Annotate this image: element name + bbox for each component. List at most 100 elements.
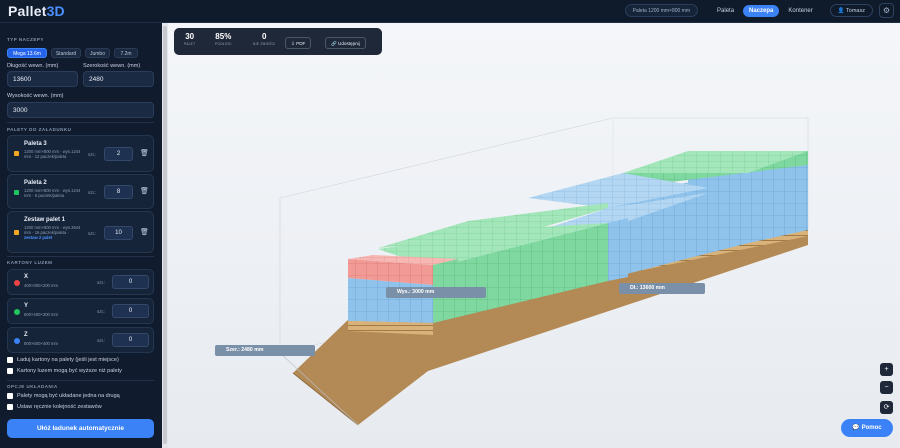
trash-icon[interactable]: 🗑: [140, 150, 149, 157]
section-options: OPCJE UKŁADANIA: [7, 384, 58, 389]
top-nav: Paleta 1200 mm×800 mm Paleta Naczepa Kon…: [624, 3, 894, 18]
chip-7m[interactable]: 7.2m: [114, 48, 138, 58]
carton-card: Z 800×600×400 mm szt.: 0: [7, 327, 154, 353]
pallet-desc: 1200 mm×800 mm · wys.1244 mm · 12 paczek…: [24, 149, 81, 160]
nav-container[interactable]: Kontener: [788, 7, 813, 14]
pallet-card: Paleta 2 1200 mm×800 mm · wys.1244 mm · …: [7, 174, 154, 209]
carton-desc: 600×400×300 mm: [24, 312, 58, 317]
trash-icon[interactable]: 🗑: [140, 188, 149, 195]
qty-label: szt.:: [88, 190, 97, 195]
stat-not-fit: 0 NIE ZMIEŚCI: [253, 32, 275, 46]
checkbox-label: Kartony luzem mogą być wyższe niż palety: [17, 368, 122, 374]
checkbox-load-cartons-on-pallets[interactable]: Ładuj kartony na palety (jeśli jest miej…: [7, 357, 119, 363]
carton-card: Y 600×400×300 mm szt.: 0: [7, 298, 154, 324]
chat-icon: 💬: [852, 425, 860, 431]
trailer-3d-scene[interactable]: [168, 23, 900, 448]
top-bar: Pallet3D Paleta 1200 mm×800 mm Paleta Na…: [0, 0, 900, 23]
length-input[interactable]: 13600: [7, 71, 78, 87]
pallet-qty-input[interactable]: 2: [104, 147, 133, 161]
pallet-desc-text: 1200 mm×800 mm · wys.3644 mm · 16 paczek…: [24, 225, 81, 236]
width-dimension-tag: Szer.: 2480 mm: [215, 345, 315, 356]
zoom-in-button[interactable]: +: [880, 363, 893, 376]
pallet-qty-input[interactable]: 8: [104, 185, 133, 199]
pallet-name: Paleta 3: [24, 141, 47, 147]
carton-name: X: [24, 274, 29, 280]
divider: [7, 122, 154, 123]
stat-value: 0: [261, 32, 267, 41]
pallet-desc: 1200 mm×800 mm · wys.1244 mm · 6 paczek/…: [24, 188, 81, 199]
qty-label: szt.:: [88, 231, 97, 236]
checkbox-label: Ustaw ręcznie kolejność zestawów: [17, 404, 102, 410]
carton-qty-input[interactable]: 0: [112, 275, 149, 289]
pallet-color-swatch: [14, 190, 19, 195]
pallet-color-swatch: [14, 230, 19, 235]
nav-pallet[interactable]: Paleta: [717, 7, 735, 14]
qty-label: szt.:: [88, 152, 97, 157]
checkbox-manual-order[interactable]: Ustaw ręcznie kolejność zestawów: [7, 404, 102, 410]
link-icon: 🔗: [331, 41, 337, 46]
share-button[interactable]: 🔗 Udostępnij: [325, 37, 366, 49]
height-input[interactable]: 3000: [7, 102, 154, 118]
chip-standard[interactable]: Standard: [51, 48, 81, 58]
checkbox-stack-pallets[interactable]: Palety mogą być układane jedna na drugą: [7, 393, 120, 399]
scrollbar-thumb[interactable]: [163, 26, 167, 444]
pdf-button[interactable]: ⇩ PDF: [285, 37, 312, 49]
divider: [7, 256, 154, 257]
stat-value: 85%: [215, 32, 232, 41]
height-label: Wysokość wewn. (mm): [7, 93, 64, 99]
pallet-name: Paleta 2: [24, 180, 47, 186]
download-icon: ⇩: [291, 41, 295, 46]
width-input[interactable]: 2480: [83, 71, 154, 87]
checkbox[interactable]: [7, 357, 13, 363]
pallet-color-swatch: [14, 151, 19, 156]
section-cartons: KARTONY LUZEM: [7, 260, 53, 265]
pallet-card: Paleta 3 1200 mm×800 mm · wys.1244 mm · …: [7, 135, 154, 172]
reset-view-button[interactable]: ⟳: [880, 401, 893, 414]
gear-icon[interactable]: ⚙: [879, 3, 894, 18]
trash-icon[interactable]: 🗑: [140, 229, 149, 236]
trailer-floor: [293, 235, 808, 425]
stat-floor-fill: 85% PODŁOGI: [215, 32, 232, 46]
pallet-name: Zestaw palet 1: [24, 217, 66, 223]
carton-qty-input[interactable]: 0: [112, 304, 149, 318]
stat-value: 30: [185, 32, 195, 41]
chip-jumbo[interactable]: Jumbo: [85, 48, 110, 58]
user-name: Tomasz: [846, 8, 865, 14]
stat-pallets: 30 PALET: [184, 32, 195, 46]
logo-accent: 3D: [46, 3, 65, 19]
checkbox[interactable]: [7, 404, 13, 410]
carton-desc: 800×600×400 mm: [24, 341, 58, 346]
nav-trailer[interactable]: Naczepa: [743, 4, 780, 17]
checkbox-label: Palety mogą być układane jedna na drugą: [17, 393, 120, 399]
share-label: Udostępnij: [338, 41, 360, 46]
logo-text: Pallet: [8, 3, 47, 19]
auto-arrange-button[interactable]: Ułóż ładunek automatycznie: [7, 419, 154, 438]
checkbox-cartons-higher[interactable]: Kartony luzem mogą być wyższe niż palety: [7, 368, 122, 374]
zoom-out-button[interactable]: −: [880, 381, 893, 394]
checkbox[interactable]: [7, 393, 13, 399]
carton-name: Z: [24, 332, 28, 338]
pallet-desc: 1200 mm×800 mm · wys.3644 mm · 16 paczek…: [24, 225, 82, 241]
divider: [7, 380, 154, 381]
help-button[interactable]: 💬 Pomoc: [841, 419, 893, 437]
pallet-set-link[interactable]: zestaw 2 palet: [24, 235, 53, 241]
stat-label: PALET: [184, 42, 196, 46]
checkbox[interactable]: [7, 368, 13, 374]
qty-label: szt.:: [97, 309, 106, 314]
carton-qty-input[interactable]: 0: [112, 333, 149, 347]
help-label: Pomoc: [861, 425, 882, 431]
user-button[interactable]: 👤 Tomasz: [829, 4, 873, 17]
pallet-size-pill: Paleta 1200 mm×800 mm: [624, 4, 699, 17]
3d-viewport[interactable]: 30 PALET 85% PODŁOGI 0 NIE ZMIEŚCI ⇩ PDF 🔗 …: [168, 23, 900, 448]
carton-color-dot: [14, 338, 20, 344]
length-dimension-tag: Dł.: 13600 mm: [619, 283, 705, 294]
pdf-label: PDF: [296, 41, 306, 46]
chip-mega[interactable]: Mega 13.6m: [7, 48, 47, 58]
height-dimension-tag: Wys.: 3000 mm: [386, 287, 486, 298]
section-pallets: PALETY DO ZAŁADUNKU: [7, 127, 72, 132]
sidebar: TYP NACZEPY Mega 13.6m Standard Jumbo 7.…: [0, 23, 162, 448]
app-logo[interactable]: Pallet3D: [8, 3, 65, 19]
section-vehicle-type: TYP NACZEPY: [7, 37, 44, 42]
pallet-qty-input[interactable]: 10: [104, 226, 133, 240]
sidebar-scrollbar[interactable]: [162, 23, 168, 448]
